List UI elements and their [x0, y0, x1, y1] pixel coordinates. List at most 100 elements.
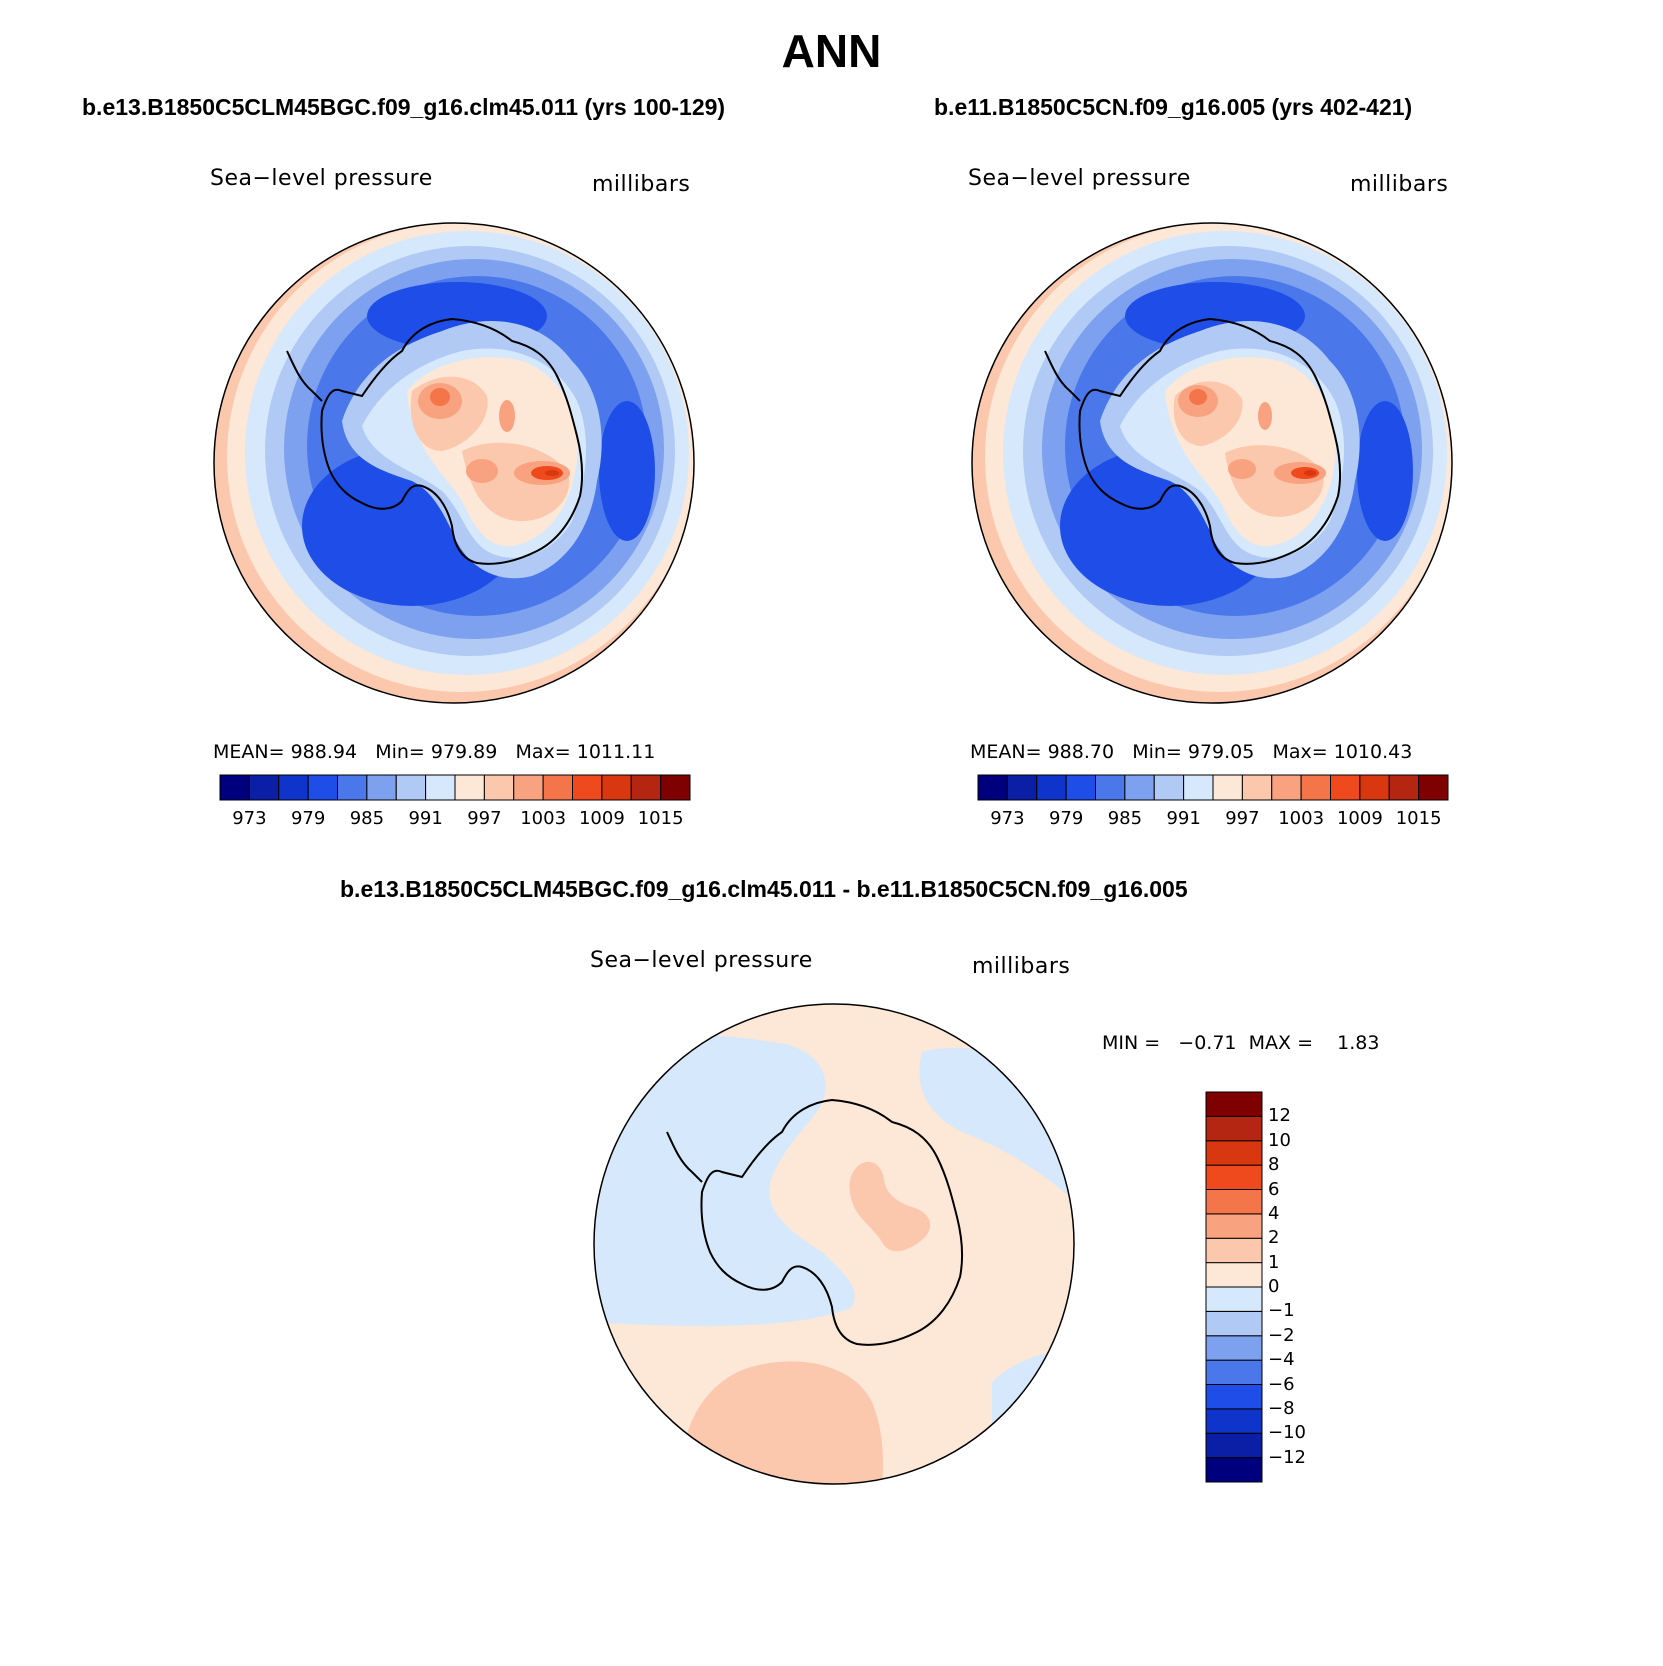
- colorbar-swatch: [1036, 774, 1067, 801]
- colorbar-swatch: [1205, 1286, 1263, 1312]
- colorbar-tick-label: 1015: [1395, 808, 1442, 829]
- colorbar-swatch: [1205, 1164, 1263, 1190]
- units-label-left: millibars: [592, 172, 691, 197]
- colorbar-tick-label: 997: [1225, 808, 1260, 829]
- stats-right: MEAN= 988.70 Min= 979.05 Max= 1010.43: [970, 741, 1412, 763]
- units-label-right: millibars: [1350, 172, 1449, 197]
- colorbar-swatch: [425, 774, 456, 801]
- colorbar-swatch: [454, 774, 485, 801]
- colorbar-swatch: [1183, 774, 1214, 801]
- max-label: Max=: [515, 741, 571, 763]
- colorbar-swatch: [1330, 774, 1361, 801]
- diff-min-value: −0.71: [1178, 1032, 1237, 1054]
- colorbar-right-ticks: 973 979 985 991 997 1003 1009 1015: [978, 808, 1448, 832]
- stats-left: MEAN= 988.94 Min= 979.89 Max= 1011.11: [213, 741, 655, 763]
- colorbar-tick-label: 4: [1268, 1202, 1280, 1224]
- variable-label-left: Sea−level pressure: [210, 166, 433, 191]
- colorbar-swatch: [977, 774, 1008, 801]
- colorbar-tick-label: −8: [1268, 1397, 1295, 1419]
- colorbar-swatch: [1095, 774, 1126, 801]
- colorbar-swatch: [601, 774, 632, 801]
- colorbar-tick-label: 973: [232, 808, 267, 829]
- slp-difference-map: [593, 1003, 1075, 1485]
- colorbar-tick-label: 10: [1268, 1129, 1291, 1151]
- colorbar-swatch: [1006, 774, 1038, 801]
- colorbar-tick-label: 1015: [637, 808, 684, 829]
- diff-max-value: 1.83: [1337, 1032, 1380, 1054]
- max-label: Max=: [1272, 741, 1328, 763]
- colorbar-tick-label: 0: [1268, 1276, 1280, 1297]
- colorbar-swatch: [1205, 1335, 1263, 1361]
- colorbar-swatch: [1418, 774, 1449, 801]
- colorbar-swatch: [1300, 774, 1331, 801]
- colorbar-swatch: [1388, 774, 1420, 801]
- colorbar-tick-label: 979: [1048, 808, 1084, 829]
- colorbar-swatch: [1241, 774, 1273, 801]
- colorbar-left: [219, 774, 691, 801]
- colorbar-tick-label: 997: [467, 808, 502, 829]
- colorbar-swatch: [1205, 1359, 1263, 1385]
- colorbar-swatch: [1205, 1457, 1263, 1483]
- colorbar-diff-ticks: −12 −10 −8 −6 −4 −2 −1 0 1 2 4 6 8 10 12: [1268, 1092, 1338, 1482]
- variable-label-right: Sea−level pressure: [968, 166, 1191, 191]
- colorbar-tick-label: 1: [1268, 1251, 1280, 1273]
- case-title-right: b.e11.B1850C5CN.f09_g16.005 (yrs 402-421…: [934, 94, 1413, 120]
- colorbar-tick-label: −2: [1268, 1324, 1295, 1346]
- colorbar-tick-label: 12: [1268, 1105, 1291, 1127]
- colorbar-tick-label: 2: [1268, 1227, 1280, 1249]
- colorbar-tick-label: 1009: [1336, 808, 1383, 829]
- colorbar-swatch: [1359, 774, 1390, 801]
- figure-title: ANN: [781, 25, 882, 77]
- colorbar-swatch: [1205, 1237, 1263, 1264]
- slp-polar-map-left: [213, 222, 695, 704]
- colorbar-tick-label: −10: [1268, 1422, 1306, 1444]
- min-label: Min=: [375, 741, 425, 763]
- mean-label: MEAN=: [213, 741, 285, 763]
- colorbar-swatch: [1205, 1408, 1263, 1434]
- colorbar-left-ticks: 973 979 985 991 997 1003 1009 1015: [220, 808, 690, 832]
- mean-label: MEAN=: [970, 741, 1042, 763]
- colorbar-swatch: [542, 774, 573, 801]
- colorbar-swatch: [1271, 774, 1302, 801]
- min-label: Min=: [1132, 741, 1182, 763]
- colorbar-swatch: [630, 774, 662, 801]
- diff-min-label: MIN =: [1102, 1032, 1161, 1054]
- colorbar-swatch: [248, 774, 280, 801]
- colorbar-tick-label: 8: [1268, 1154, 1280, 1176]
- colorbar-swatch: [1212, 774, 1243, 801]
- colorbar-swatch: [1205, 1213, 1263, 1239]
- mean-value: 988.70: [1047, 741, 1115, 763]
- colorbar-swatch: [1205, 1091, 1263, 1117]
- colorbar-swatch: [1205, 1140, 1263, 1166]
- colorbar-diff: [1205, 1091, 1263, 1483]
- variable-label-diff: Sea−level pressure: [590, 948, 813, 973]
- colorbar-tick-label: −4: [1268, 1349, 1295, 1371]
- colorbar-swatch: [1205, 1384, 1263, 1410]
- colorbar-swatch: [660, 774, 691, 801]
- colorbar-swatch: [366, 774, 397, 801]
- colorbar-tick-label: 985: [1107, 808, 1143, 829]
- diff-max-label: MAX =: [1248, 1032, 1313, 1054]
- case-title-left: b.e13.B1850C5CLM45BGC.f09_g16.clm45.011 …: [82, 94, 726, 120]
- colorbar-tick-label: 973: [990, 808, 1025, 829]
- slp-polar-map-right: [971, 222, 1453, 704]
- colorbar-swatch: [395, 774, 427, 801]
- diff-stats: MIN = −0.71 MAX = 1.83: [1102, 1032, 1379, 1054]
- colorbar-tick-label: −1: [1268, 1300, 1295, 1322]
- colorbar-tick-label: −12: [1268, 1446, 1306, 1468]
- colorbar-tick-label: 991: [408, 808, 443, 829]
- min-value: 979.89: [430, 741, 498, 763]
- colorbar-swatch: [1205, 1310, 1263, 1337]
- colorbar-swatch: [219, 774, 250, 801]
- colorbar-tick-label: 6: [1268, 1178, 1280, 1200]
- colorbar-swatch: [1065, 774, 1096, 801]
- colorbar-swatch: [307, 774, 338, 801]
- colorbar-swatch: [278, 774, 309, 801]
- colorbar-tick-label: 985: [349, 808, 385, 829]
- colorbar-swatch: [1153, 774, 1185, 801]
- colorbar-tick-label: 991: [1166, 808, 1201, 829]
- colorbar-swatch: [1205, 1189, 1263, 1215]
- colorbar-swatch: [572, 774, 603, 801]
- colorbar-tick-label: 979: [290, 808, 326, 829]
- colorbar-tick-label: 1003: [1278, 808, 1325, 829]
